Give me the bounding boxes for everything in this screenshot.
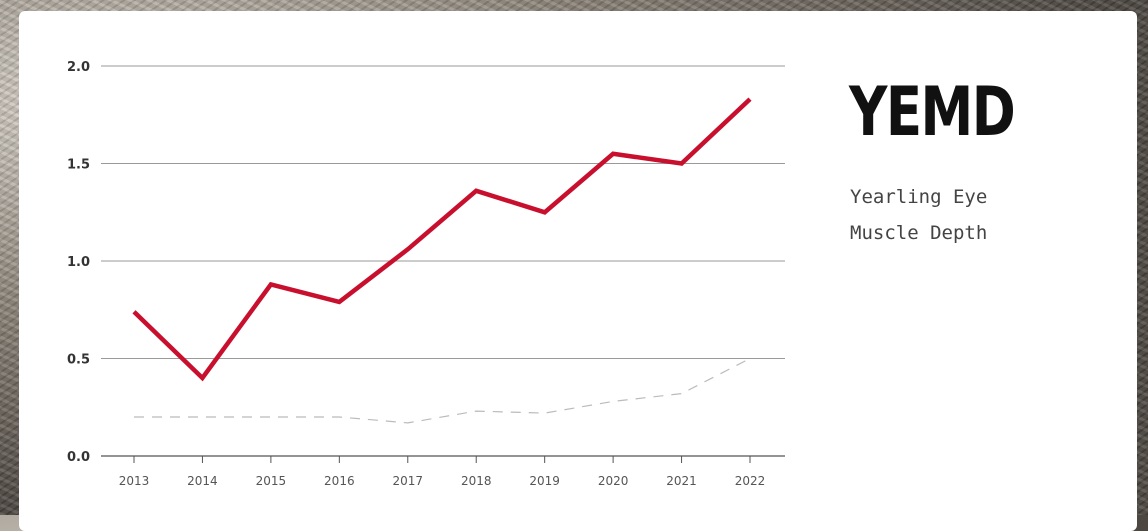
y-tick-label: 0.0 <box>67 450 90 465</box>
x-tick-label: 2022 <box>735 474 766 488</box>
x-tick-label: 2020 <box>598 474 629 488</box>
x-tick-label: 2017 <box>393 474 424 488</box>
series-line-primary <box>132 97 752 382</box>
x-tick-label: 2016 <box>324 474 355 488</box>
x-tick-label: 2015 <box>256 474 287 488</box>
y-tick-label: 2.0 <box>67 60 90 75</box>
y-tick-label: 0.5 <box>67 353 90 368</box>
metric-title: YEMD <box>849 73 1016 152</box>
series-line-secondary <box>134 357 751 424</box>
x-tick-label: 2021 <box>666 474 697 488</box>
x-tick-label: 2018 <box>461 474 492 488</box>
line-chart: 0.0 0.5 1.0 1.5 2.0 2013 2014 2015 2016 2017 2018 2… <box>67 60 785 488</box>
chart-card: 0.0 0.5 1.0 1.5 2.0 2013 2014 2015 2016 2017 2018 2… <box>19 11 1137 531</box>
metric-subtitle: Yearling Eye Muscle Depth <box>850 186 988 244</box>
y-tick-label: 1.5 <box>67 158 90 173</box>
x-tick-label: 2014 <box>187 474 218 488</box>
y-tick-label: 1.0 <box>67 255 90 270</box>
x-tick-label: 2019 <box>529 474 560 488</box>
x-tick-label: 2013 <box>119 474 150 488</box>
